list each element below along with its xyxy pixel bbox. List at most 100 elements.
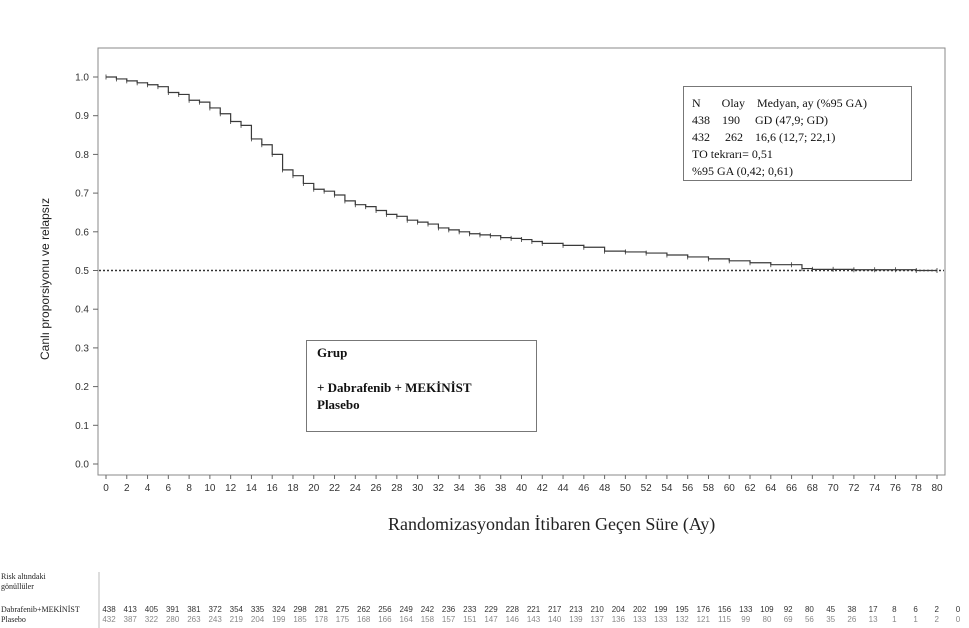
series-layer	[105, 74, 938, 273]
stats-row-1-median: GD (47,9; GD)	[755, 113, 828, 127]
risk-value: 391	[166, 605, 180, 614]
risk-value: 143	[527, 615, 541, 624]
x-tick-label: 52	[641, 483, 653, 494]
legend-entry-dabrafenib: + Dabrafenib + MEKİNİST	[317, 380, 472, 395]
risk-value: 228	[506, 605, 520, 614]
risk-value: 151	[463, 615, 477, 624]
risk-value: 2	[935, 605, 940, 614]
risk-value: 80	[805, 605, 814, 614]
risk-value: 432	[102, 615, 116, 624]
risk-value: 438	[102, 605, 116, 614]
x-axis-ticks: 0 2 4 6 8 10 12 14 16 18 20 22 24 26 28 30 32 34 36 38 40 42 4…	[103, 475, 943, 494]
risk-value: 137	[590, 615, 604, 624]
risk-value: 13	[869, 615, 878, 624]
risk-value: 298	[293, 605, 307, 614]
x-tick-label: 10	[204, 483, 216, 494]
stats-header-median: Medyan, ay (%95 GA)	[757, 96, 867, 110]
risk-value: 26	[847, 615, 856, 624]
risk-value: 166	[378, 615, 392, 624]
x-tick-label: 62	[744, 483, 756, 494]
risk-value: 17	[869, 605, 878, 614]
risk-value: 1	[913, 615, 918, 624]
risk-value: 158	[421, 615, 435, 624]
risk-value: 69	[784, 615, 793, 624]
x-tick-label: 2	[124, 483, 130, 494]
risk-value: 45	[826, 605, 835, 614]
risk-value: 0	[956, 615, 961, 624]
x-tick-label: 64	[765, 483, 777, 494]
stats-row-2-n: 432	[692, 130, 710, 144]
y-tick-label: 0.7	[75, 189, 89, 200]
risk-value: 210	[590, 605, 604, 614]
x-tick-label: 0	[103, 483, 109, 494]
y-tick-label: 0.4	[75, 305, 89, 316]
risk-value: 164	[399, 615, 413, 624]
risk-value: 335	[251, 605, 265, 614]
risk-value: 185	[293, 615, 307, 624]
risk-value: 233	[463, 605, 477, 614]
x-tick-label: 60	[724, 483, 736, 494]
x-tick-label: 34	[454, 483, 466, 494]
risk-value: 133	[633, 615, 647, 624]
risk-table-title-line2: gönüllüler	[1, 582, 34, 591]
risk-table-title: Risk altındaki gönüllüler	[1, 572, 46, 591]
x-tick-label: 14	[246, 483, 258, 494]
x-tick-label: 12	[225, 483, 237, 494]
x-tick-label: 28	[391, 483, 403, 494]
risk-value: 262	[357, 605, 371, 614]
x-tick-label: 56	[682, 483, 694, 494]
x-tick-label: 36	[474, 483, 486, 494]
x-tick-label: 76	[890, 483, 902, 494]
x-tick-label: 18	[287, 483, 299, 494]
risk-value: 8	[892, 605, 897, 614]
risk-value: 168	[357, 615, 371, 624]
stats-ci: %95 GA (0,42; 0,61)	[692, 164, 793, 178]
x-tick-label: 68	[807, 483, 819, 494]
risk-value: 217	[548, 605, 562, 614]
y-tick-label: 0.5	[75, 266, 89, 277]
y-tick-label: 0.8	[75, 150, 89, 161]
legend-title: Grup	[317, 345, 348, 360]
risk-value: 133	[739, 605, 753, 614]
risk-value: 195	[675, 605, 689, 614]
x-tick-label: 22	[329, 483, 341, 494]
risk-value: 139	[569, 615, 583, 624]
risk-value: 0	[956, 605, 961, 614]
risk-value: 381	[187, 605, 201, 614]
risk-value: 324	[272, 605, 286, 614]
x-tick-label: 70	[828, 483, 840, 494]
stats-header-n: N	[692, 96, 701, 110]
risk-value: 156	[718, 605, 732, 614]
risk-value: 202	[633, 605, 647, 614]
x-tick-label: 72	[848, 483, 860, 494]
risk-value: 132	[675, 615, 689, 624]
y-tick-label: 0.3	[75, 343, 89, 354]
risk-value: 229	[484, 605, 498, 614]
y-tick-label: 1.0	[75, 73, 89, 84]
x-tick-label: 80	[931, 483, 943, 494]
y-tick-label: 0.6	[75, 227, 89, 238]
x-tick-label: 48	[599, 483, 611, 494]
risk-value: 256	[378, 605, 392, 614]
legend-box: Grup + Dabrafenib + MEKİNİST Plasebo	[306, 340, 537, 432]
y-axis-ticks: 0.0 0.1 0.2 0.3 0.4 0.5 0.6 0.7 0.8 0.9 1.0	[75, 73, 98, 471]
risk-value: 178	[315, 615, 329, 624]
risk-value: 115	[718, 615, 731, 624]
risk-value: 249	[399, 605, 413, 614]
risk-value: 219	[230, 615, 244, 624]
x-tick-label: 32	[433, 483, 445, 494]
y-tick-label: 0.0	[75, 460, 89, 471]
risk-value: 213	[569, 605, 583, 614]
stats-row-1-events: 190	[722, 113, 740, 127]
risk-value: 372	[208, 605, 222, 614]
x-tick-label: 24	[350, 483, 362, 494]
risk-value: 242	[421, 605, 435, 614]
x-tick-label: 20	[308, 483, 320, 494]
risk-value: 1	[892, 615, 897, 624]
risk-value: 354	[230, 605, 244, 614]
risk-value: 133	[654, 615, 668, 624]
risk-value: 147	[484, 615, 498, 624]
stats-row-2-median: 16,6 (12,7; 22,1)	[755, 130, 836, 144]
x-tick-label: 40	[516, 483, 528, 494]
x-tick-label: 16	[267, 483, 279, 494]
